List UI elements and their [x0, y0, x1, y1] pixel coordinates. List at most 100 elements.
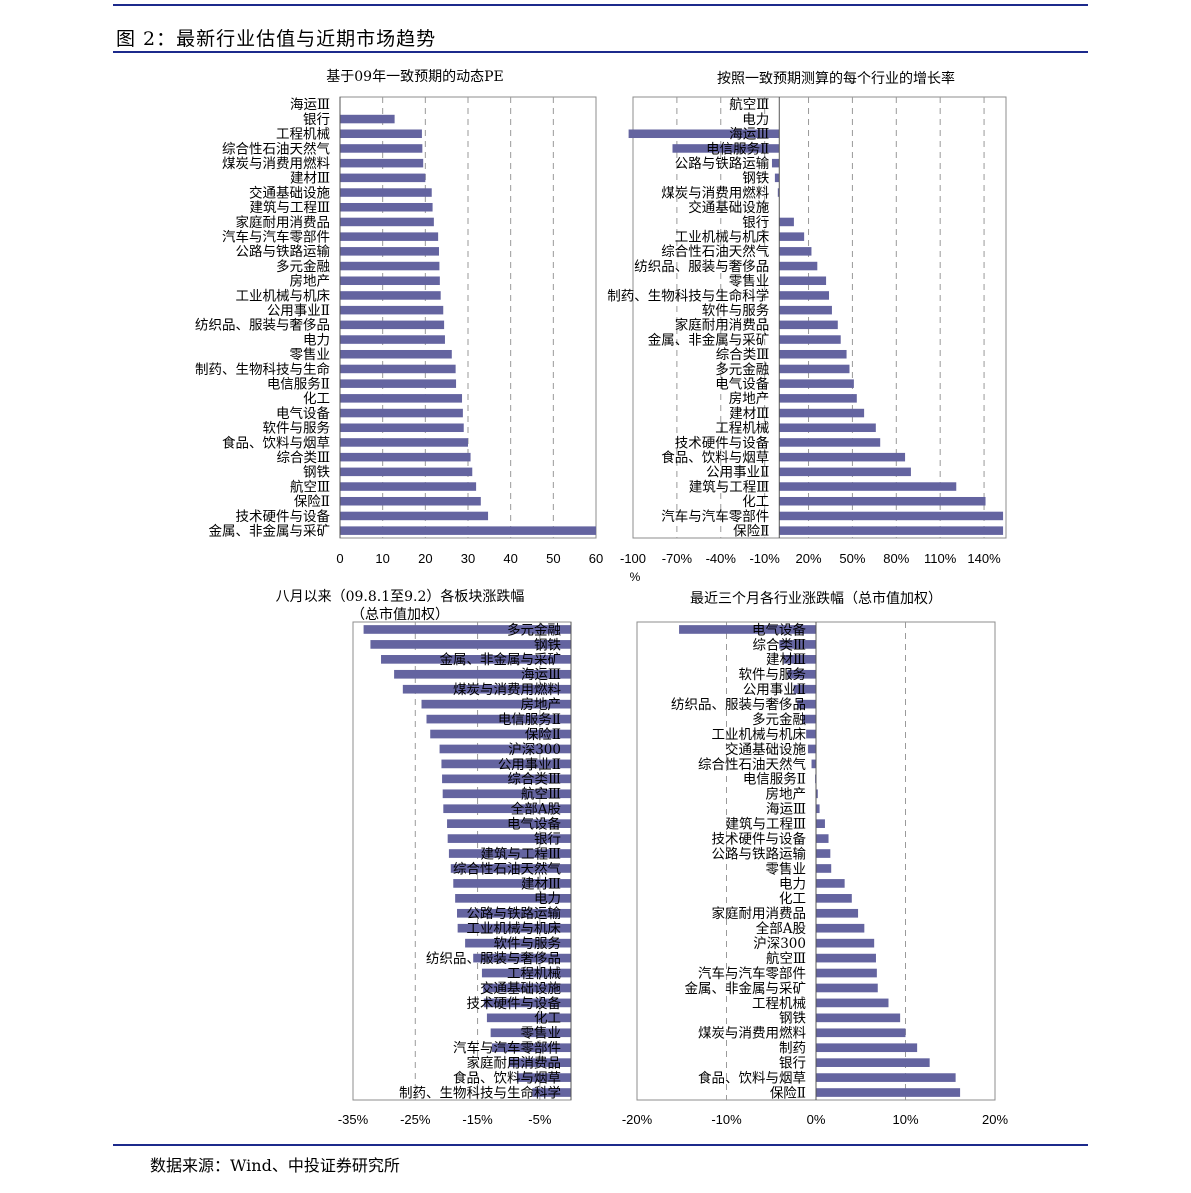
category-label: 钢铁: [742, 171, 770, 187]
category-label: 公路与铁路运输: [712, 846, 807, 862]
bar: [787, 669, 816, 679]
category-label: 多元金融: [276, 258, 330, 275]
bar: [802, 714, 816, 724]
title-rule: [113, 51, 1088, 53]
category-label: 公路与铁路运输: [467, 906, 562, 922]
category-label: 公用事业Ⅱ: [743, 682, 806, 698]
bar: [442, 774, 571, 784]
category-label: 电气设备: [507, 816, 561, 833]
bar: [340, 408, 463, 418]
category-label: 公用事业Ⅱ: [498, 757, 561, 773]
category-label: 零售业: [521, 1026, 562, 1042]
category-label: 工程机械: [507, 966, 561, 982]
bar: [340, 261, 440, 271]
bar: [402, 684, 571, 694]
bar: [793, 684, 816, 694]
bar: [779, 320, 838, 330]
category-label: 汽车与汽车零部件: [661, 508, 769, 525]
bar: [481, 968, 571, 978]
bar: [340, 496, 481, 506]
bar: [340, 232, 439, 241]
category-label: 建材Ⅲ: [521, 876, 561, 892]
category-label: 沪深300: [508, 742, 561, 758]
tick-label: 0%: [807, 1112, 826, 1127]
bar: [457, 923, 571, 933]
tick-label: 30: [461, 551, 475, 566]
bar: [816, 804, 820, 814]
category-label: 全部A股: [511, 801, 562, 818]
category-label: 保险Ⅱ: [770, 1085, 806, 1101]
bar: [340, 511, 489, 521]
tick-label: 20: [418, 551, 432, 566]
category-label: 综合性石油天然气: [222, 140, 330, 157]
category-label: 汽车与汽车零部件: [698, 965, 806, 982]
bar: [779, 276, 827, 286]
tick-label: 20%: [982, 1112, 1008, 1127]
bar: [771, 158, 780, 168]
bar: [816, 849, 831, 858]
category-label: 海运Ⅲ: [766, 802, 806, 818]
bar: [340, 349, 452, 359]
bar: [340, 467, 473, 477]
category-label: 钢铁: [779, 1011, 807, 1027]
bar: [816, 908, 859, 918]
category-label: 电信服务Ⅱ: [743, 772, 806, 788]
bar: [777, 188, 780, 197]
bar: [779, 438, 881, 447]
category-label: 电力: [779, 876, 806, 892]
tick-label: 0: [336, 551, 343, 566]
bar: [483, 983, 571, 993]
bar: [340, 276, 440, 286]
bar: [340, 438, 468, 447]
category-label: 食品、饮料与烟草: [222, 434, 330, 451]
bar: [779, 640, 816, 649]
bar: [779, 408, 865, 418]
bar: [340, 114, 395, 124]
bar: [811, 759, 816, 769]
bar: [816, 894, 852, 903]
category-label: 食品、饮料与烟草: [453, 1069, 561, 1086]
category-label: 工业机械与机床: [236, 288, 331, 304]
bar: [340, 452, 471, 462]
bar: [450, 864, 571, 873]
category-label: 零售业: [766, 861, 807, 877]
tick-label: -10%: [749, 551, 780, 566]
bar: [779, 291, 830, 300]
category-label: 纺织品、服装与奢侈品: [195, 318, 330, 334]
tick-label: -15%: [462, 1112, 493, 1127]
category-label: 电力: [534, 891, 561, 907]
category-label: 电信服务Ⅱ: [267, 377, 330, 393]
tick-label: 50: [546, 551, 560, 566]
bar: [774, 173, 780, 183]
bar: [370, 640, 571, 649]
category-label: 多元金融: [715, 361, 769, 378]
category-label: 保险Ⅱ: [525, 727, 561, 743]
category-label: 钢铁: [534, 637, 562, 653]
category-label: 沪深300: [753, 936, 806, 952]
category-label: 电力: [742, 112, 769, 128]
category-label: 食品、饮料与烟草: [698, 1069, 806, 1086]
bar: [816, 1028, 906, 1038]
category-label: 电气设备: [276, 405, 330, 422]
bar: [430, 729, 571, 739]
category-label: 制药、生物科技与生命: [195, 361, 330, 378]
bar: [340, 202, 433, 212]
tick-label: 10: [375, 551, 389, 566]
category-label: 技术硬件与设备: [675, 434, 770, 451]
bar: [340, 394, 463, 403]
category-label: 建筑与工程Ⅲ: [480, 846, 561, 862]
bar: [516, 1073, 571, 1082]
bar: [340, 129, 422, 139]
category-label: 纺织品、服装与奢侈品: [634, 259, 769, 275]
category-label: 建材Ⅲ: [766, 652, 806, 668]
chart-2: 按照一致预期测算的每个行业的增长率航空Ⅲ电力海运Ⅲ电信服务Ⅱ公路与铁路运输钢铁煤…: [607, 70, 1007, 584]
bar: [532, 1088, 571, 1097]
bar: [816, 819, 825, 828]
bar: [628, 129, 780, 139]
category-label: 多元金融: [507, 621, 561, 638]
category-label: 软件与服务: [494, 936, 562, 952]
category-label: 工程机械: [276, 127, 330, 143]
category-label: 家庭耐用消费品: [675, 317, 770, 334]
category-label: 建筑与工程Ⅲ: [689, 479, 770, 495]
category-label: 电气设备: [715, 376, 769, 393]
